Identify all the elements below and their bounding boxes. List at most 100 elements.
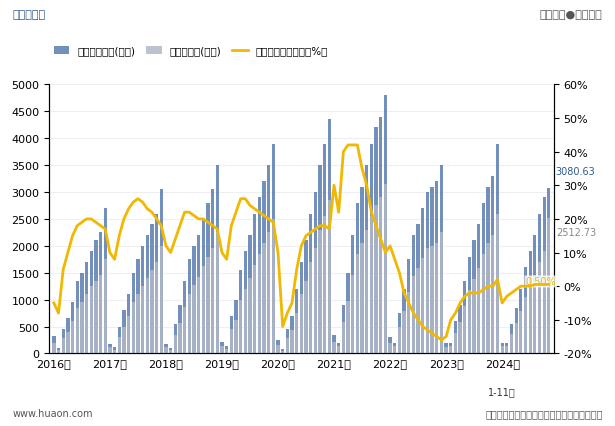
- 房地产投资额增速（%）: [200, 217, 207, 222]
- Bar: [197, 236, 200, 354]
- Bar: [117, 327, 121, 354]
- Bar: [263, 244, 266, 354]
- Bar: [57, 348, 60, 354]
- Bar: [103, 259, 107, 354]
- Bar: [519, 289, 523, 354]
- Bar: [192, 285, 196, 354]
- Bar: [524, 297, 527, 354]
- Bar: [454, 321, 457, 354]
- Bar: [169, 348, 172, 354]
- Bar: [295, 313, 298, 354]
- Bar: [515, 308, 518, 354]
- Bar: [528, 286, 532, 354]
- Bar: [463, 281, 466, 354]
- Bar: [370, 217, 373, 354]
- Bar: [52, 336, 55, 354]
- Bar: [416, 269, 419, 354]
- Bar: [253, 265, 256, 354]
- Bar: [477, 225, 480, 354]
- Bar: [510, 324, 513, 354]
- Bar: [183, 281, 186, 354]
- Bar: [496, 214, 499, 354]
- Bar: [258, 254, 261, 354]
- Bar: [155, 262, 158, 354]
- Text: 0.50%: 0.50%: [525, 277, 556, 287]
- Bar: [206, 203, 210, 354]
- Bar: [85, 294, 88, 354]
- Bar: [542, 198, 546, 354]
- Bar: [164, 344, 167, 354]
- Bar: [454, 333, 457, 354]
- 房地产投资额增速（%）: [429, 331, 436, 336]
- Bar: [407, 292, 410, 354]
- Bar: [416, 225, 419, 354]
- Bar: [216, 233, 219, 354]
- Bar: [389, 343, 392, 354]
- 房地产投资额增速（%）: [405, 301, 413, 306]
- Bar: [127, 316, 130, 354]
- Bar: [117, 337, 121, 354]
- Bar: [351, 236, 354, 354]
- Bar: [421, 259, 424, 354]
- 房地产投资额增速（%）: [498, 301, 506, 306]
- Bar: [76, 281, 79, 354]
- Bar: [472, 279, 476, 354]
- Bar: [276, 345, 280, 354]
- Bar: [365, 230, 368, 354]
- Bar: [244, 289, 247, 354]
- Line: 房地产投资额增速（%）: 房地产投资额增速（%）: [54, 146, 549, 340]
- Bar: [510, 334, 513, 354]
- Bar: [468, 257, 471, 354]
- Bar: [220, 343, 224, 354]
- Bar: [365, 166, 368, 354]
- Bar: [542, 252, 546, 354]
- Bar: [253, 214, 256, 354]
- Bar: [328, 120, 331, 354]
- Bar: [276, 340, 280, 354]
- Bar: [398, 327, 401, 354]
- 房地产投资额增速（%）: [545, 282, 552, 288]
- Bar: [426, 193, 429, 354]
- Bar: [458, 305, 462, 354]
- Bar: [192, 246, 196, 354]
- Bar: [178, 323, 181, 354]
- Bar: [281, 351, 284, 354]
- Bar: [290, 330, 293, 354]
- Bar: [309, 262, 312, 354]
- Bar: [263, 182, 266, 354]
- Bar: [85, 262, 88, 354]
- Bar: [94, 281, 98, 354]
- Bar: [477, 269, 480, 354]
- Bar: [407, 259, 410, 354]
- Bar: [412, 236, 415, 354]
- Bar: [323, 144, 327, 354]
- Bar: [528, 252, 532, 354]
- Bar: [491, 236, 494, 354]
- Bar: [234, 300, 237, 354]
- Bar: [234, 320, 237, 354]
- Bar: [66, 319, 69, 354]
- Bar: [90, 252, 93, 354]
- Text: 华经情报网: 华经情报网: [12, 10, 46, 20]
- Bar: [169, 350, 172, 354]
- Bar: [229, 329, 233, 354]
- Bar: [360, 244, 363, 354]
- 房地产投资额增速（%）: [50, 301, 58, 306]
- Bar: [505, 347, 509, 354]
- Bar: [393, 343, 397, 354]
- Bar: [80, 302, 84, 354]
- Bar: [103, 209, 107, 354]
- Text: 2512.73: 2512.73: [556, 227, 596, 237]
- Bar: [384, 96, 387, 354]
- 房地产投资额增速（%）: [344, 143, 352, 148]
- Text: 1-11月: 1-11月: [488, 386, 516, 396]
- Bar: [272, 144, 275, 354]
- Bar: [108, 348, 111, 354]
- Bar: [286, 329, 289, 354]
- Bar: [430, 187, 434, 354]
- Bar: [150, 271, 154, 354]
- Bar: [435, 182, 438, 354]
- Bar: [99, 276, 102, 354]
- Bar: [440, 166, 443, 354]
- Bar: [173, 335, 177, 354]
